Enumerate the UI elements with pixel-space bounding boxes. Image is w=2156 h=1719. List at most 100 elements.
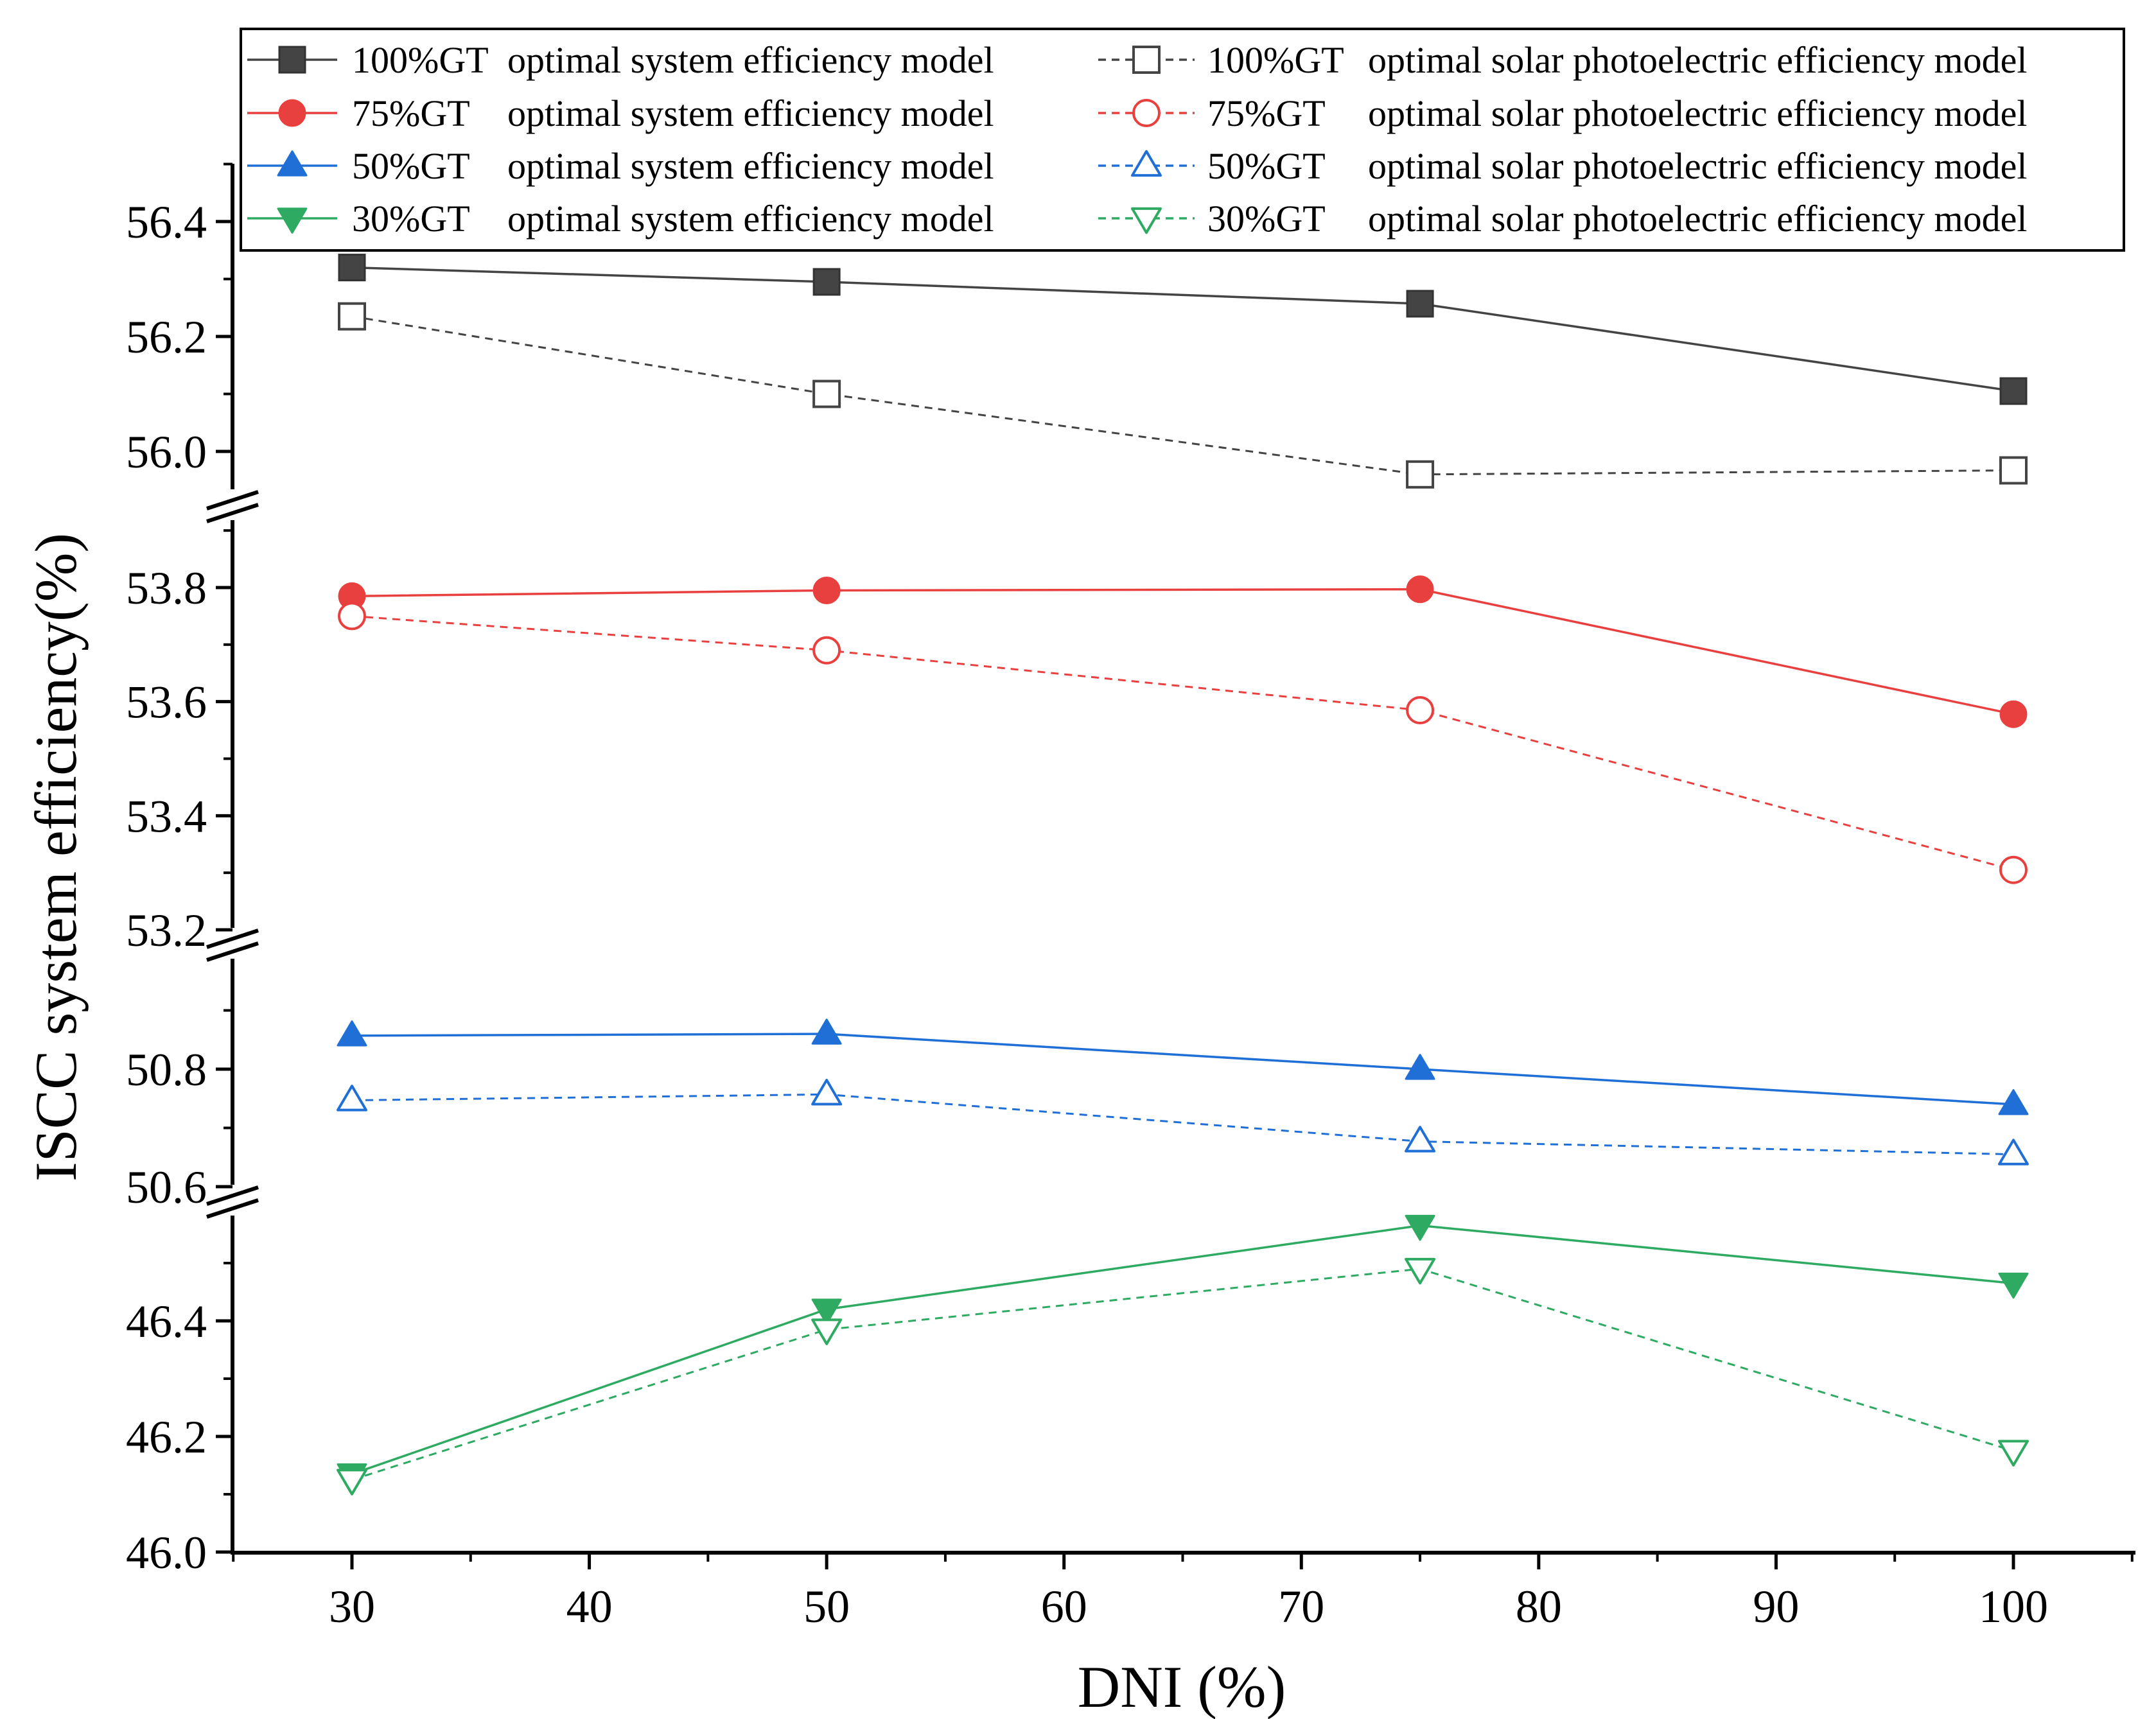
x-tick-label: 80	[1516, 1581, 1562, 1632]
y-tick-label: 53.4	[126, 790, 207, 842]
legend-model-label: optimal system efficiency model	[507, 198, 994, 240]
data-point	[812, 636, 841, 665]
y-tick-label: 50.6	[126, 1162, 207, 1213]
x-tick-label: 50	[803, 1581, 850, 1632]
y-tick-label: 50.8	[126, 1044, 207, 1095]
data-point	[1405, 1126, 1436, 1153]
series-6	[337, 1079, 2029, 1165]
legend-model-label: optimal solar photoelectric efficiency m…	[1368, 198, 2027, 240]
data-point	[337, 1020, 367, 1047]
data-point	[1998, 1272, 2029, 1299]
x-tick-label: 30	[329, 1581, 375, 1632]
data-point	[1405, 1054, 1435, 1080]
legend-item-7: 30%GT optimal system efficiency model	[247, 198, 994, 240]
series-4	[338, 602, 2028, 884]
series-line	[351, 615, 2014, 871]
data-point	[1405, 1257, 1436, 1285]
legend-model-label: optimal system efficiency model	[507, 145, 994, 187]
x-tick-label: 70	[1278, 1581, 1324, 1632]
legend-marker	[1132, 99, 1161, 127]
legend-gt-label: 75%GT	[352, 92, 470, 134]
legend-marker	[1131, 207, 1162, 234]
series-5	[337, 1018, 2029, 1115]
data-point	[337, 1085, 367, 1112]
data-point	[1999, 855, 2028, 884]
series-line	[351, 1268, 2014, 1481]
x-tick-label: 100	[1979, 1581, 2048, 1632]
legend-model-label: optimal solar photoelectric efficiency m…	[1368, 145, 2027, 187]
legend-model-label: optimal solar photoelectric efficiency m…	[1368, 39, 2027, 81]
series-8	[337, 1257, 2029, 1496]
legend-model-label: optimal solar photoelectric efficiency m…	[1368, 92, 2027, 134]
y-axis-break-mark	[206, 503, 259, 523]
data-point	[1999, 377, 2028, 405]
y-tick-label: 56.2	[126, 311, 207, 363]
series-7	[337, 1214, 2029, 1490]
y-tick-label: 56.0	[126, 426, 207, 478]
y-axis-break-mark	[206, 490, 259, 510]
legend: 100%GT optimal system efficiency model 100…	[240, 28, 2125, 252]
data-point	[338, 302, 366, 331]
data-point	[1998, 1440, 2029, 1467]
legend-item-8: 30%GT optimal solar photoelectric efficie…	[1098, 198, 2027, 240]
series-line	[351, 588, 2014, 715]
x-tick-label: 40	[566, 1581, 613, 1632]
data-point	[337, 1469, 367, 1496]
axes: 30 40 50 60 70 80 90 100 56.0 56.2 56.4 53.2 53.4 53.…	[126, 162, 2135, 1632]
series-line	[351, 266, 2014, 392]
legend-marker	[278, 99, 306, 127]
legend-gt-label: 75%GT	[1207, 92, 1326, 134]
data-point	[1406, 460, 1435, 489]
legend-item-4: 75%GT optimal solar photoelectric efficie…	[1098, 92, 2027, 134]
data-point	[812, 576, 841, 604]
data-point	[338, 602, 366, 631]
y-axis-break-mark	[206, 941, 259, 962]
series-line	[351, 315, 2014, 476]
series-line	[351, 1033, 2014, 1106]
y-axis-break-mark	[206, 929, 259, 949]
legend-item-3: 75%GT optimal system efficiency model	[247, 92, 994, 134]
series-1	[338, 254, 2028, 405]
legend-item-5: 50%GT optimal system efficiency model	[247, 145, 994, 187]
x-tick-label: 90	[1753, 1581, 1799, 1632]
data-point	[811, 1298, 842, 1325]
data-point	[1999, 456, 2028, 485]
legend-model-label: optimal system efficiency model	[507, 39, 994, 81]
data-point	[1998, 1089, 2029, 1115]
legend-item-1: 100%GT optimal system efficiency model	[247, 39, 994, 81]
series-3	[338, 575, 2028, 728]
data-point	[338, 254, 366, 282]
legend-gt-label: 100%GT	[1207, 39, 1344, 81]
legend-model-label: optimal system efficiency model	[507, 92, 994, 134]
legend-marker	[278, 46, 306, 74]
legend-box	[240, 28, 2125, 252]
series-layer	[337, 254, 2029, 1496]
data-point	[1406, 290, 1434, 318]
x-tick-label: 60	[1041, 1581, 1087, 1632]
legend-gt-label: 50%GT	[1207, 145, 1326, 187]
y-axis-title: ISCC system efficiency(%)	[23, 533, 89, 1182]
legend-item-6: 50%GT optimal solar photoelectric efficie…	[1098, 145, 2027, 187]
y-axis-break-mark	[206, 1198, 259, 1219]
data-point	[811, 1079, 843, 1106]
y-tick-label: 46.2	[126, 1411, 207, 1463]
data-point	[1999, 700, 2028, 728]
legend-marker	[277, 150, 308, 177]
legend-gt-label: 50%GT	[352, 145, 470, 187]
data-point	[812, 380, 841, 408]
data-point	[811, 1318, 843, 1345]
legend-marker	[1131, 150, 1162, 177]
data-point	[1405, 1214, 1435, 1241]
series-line	[351, 1093, 2014, 1156]
legend-gt-label: 100%GT	[352, 39, 489, 81]
x-axis-title: DNI (%)	[1078, 1654, 1286, 1719]
legend-marker	[277, 207, 308, 234]
y-tick-label: 53.6	[126, 677, 207, 728]
data-point	[1406, 575, 1434, 604]
data-point	[812, 268, 841, 296]
y-tick-label: 46.0	[126, 1527, 207, 1578]
series-2	[338, 302, 2028, 489]
data-point	[811, 1018, 842, 1045]
legend-gt-label: 30%GT	[1207, 198, 1326, 240]
